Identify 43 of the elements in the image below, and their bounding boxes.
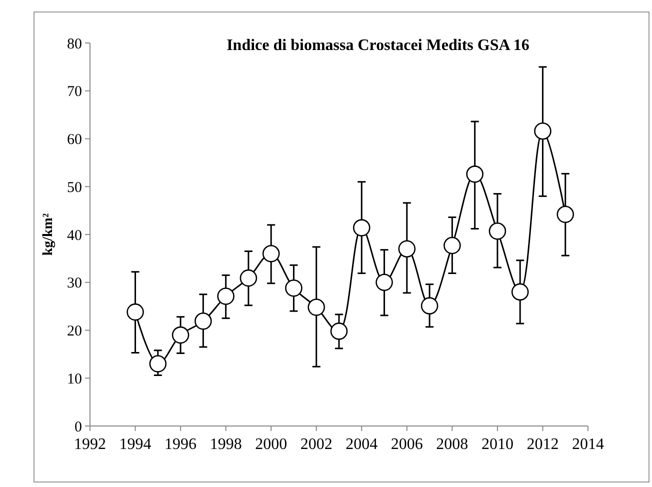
y-tick-label: 20 <box>67 324 82 340</box>
y-axis-title: kg/km² <box>41 213 56 256</box>
point <box>308 298 326 316</box>
x-tick-label: 1996 <box>164 436 197 453</box>
y-tick-label: 40 <box>67 228 82 244</box>
point <box>240 269 258 287</box>
point <box>172 326 190 344</box>
y-tick-label: 30 <box>67 276 82 292</box>
point <box>488 222 506 240</box>
point <box>285 279 302 297</box>
x-tick-label: 2004 <box>346 436 378 453</box>
point <box>149 355 167 372</box>
point <box>217 288 234 305</box>
y-tick-label: 80 <box>67 36 82 52</box>
point <box>466 166 484 183</box>
x-tick-label: 1994 <box>119 436 152 453</box>
x-tick-label: 2010 <box>481 436 514 453</box>
y-tick-label: 10 <box>67 371 82 388</box>
x-tick-label: 2000 <box>255 436 288 453</box>
x-tick-label: 1992 <box>74 436 106 453</box>
x-tick-label: 2006 <box>390 436 423 453</box>
x-tick-label: 2012 <box>526 436 559 453</box>
y-tick-label: 70 <box>67 84 82 100</box>
point <box>126 303 144 321</box>
x-tick-label: 2014 <box>572 436 604 453</box>
point <box>444 236 461 254</box>
point <box>420 297 438 314</box>
point <box>556 206 574 224</box>
y-tick-label: 0 <box>74 419 82 436</box>
point <box>376 274 393 292</box>
x-tick-label: 1998 <box>210 436 242 453</box>
y-tick-label: 60 <box>67 132 82 148</box>
point <box>330 322 348 340</box>
point <box>352 219 370 236</box>
x-tick-label: 2008 <box>436 436 468 453</box>
x-tick-label: 2002 <box>300 436 332 453</box>
y-tick-label: 50 <box>67 180 82 196</box>
point <box>534 122 552 140</box>
chart-title: Indice di biomassa Crostacei Medits GSA 16 <box>226 37 530 54</box>
point <box>511 283 529 301</box>
point <box>194 312 212 330</box>
point <box>262 245 280 262</box>
point <box>398 240 416 258</box>
